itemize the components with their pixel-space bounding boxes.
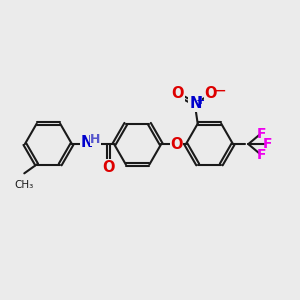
Text: F: F <box>263 137 272 151</box>
Text: CH₃: CH₃ <box>14 180 33 190</box>
Text: O: O <box>170 136 183 152</box>
Text: +: + <box>196 94 206 107</box>
Text: F: F <box>256 148 266 162</box>
Text: −: − <box>212 81 226 99</box>
Text: O: O <box>172 86 184 101</box>
Text: O: O <box>204 86 217 101</box>
Text: N: N <box>189 96 202 111</box>
Text: H: H <box>90 133 101 146</box>
Text: O: O <box>102 160 114 175</box>
Text: F: F <box>256 127 266 140</box>
Text: N: N <box>80 135 93 150</box>
